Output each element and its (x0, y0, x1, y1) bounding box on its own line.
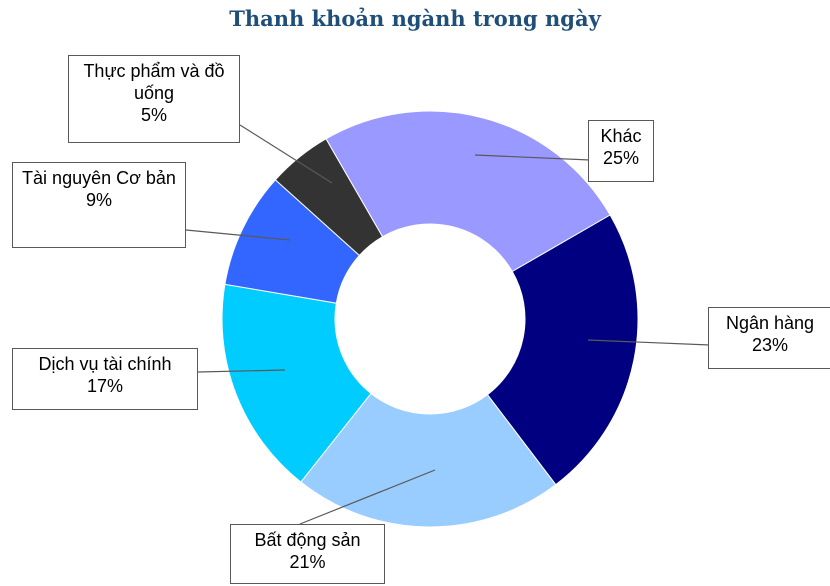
data-label: Thực phẩm và đồ uống 5% (68, 55, 240, 143)
donut-slice (221, 283, 372, 483)
category-label: Bất động sản (254, 530, 361, 550)
data-label: Bất động sản 21% (230, 524, 385, 584)
donut-slice (325, 110, 611, 273)
value-label: 21% (289, 552, 326, 572)
value-label: 5% (140, 105, 167, 125)
leader-line (185, 229, 291, 241)
data-label: Ngân hàng 23% (708, 307, 830, 369)
data-label: Dịch vụ tài chính 17% (12, 348, 198, 410)
leader-line (587, 339, 711, 346)
leader-line (474, 154, 591, 161)
donut-slice (486, 214, 639, 486)
data-label: Tài nguyên Cơ bản 9% (12, 162, 186, 248)
value-label: 17% (86, 376, 124, 396)
category-label: Tài nguyên Cơ bản (22, 168, 176, 188)
donut-slice (300, 392, 557, 528)
category-label: Ngân hàng (725, 313, 815, 333)
value-label: 9% (85, 190, 112, 210)
donut-slice (274, 138, 384, 257)
value-label: 25% (602, 148, 640, 168)
leader-line (299, 469, 436, 525)
category-label: Thực phẩm và đồ uống (83, 61, 225, 103)
data-label: Khác 25% (588, 120, 654, 182)
chart-title: Thanh khoản ngành trong ngày (229, 6, 601, 31)
category-label: Khác (600, 126, 642, 146)
leader-line (239, 124, 333, 184)
value-label: 23% (751, 335, 789, 355)
category-label: Dịch vụ tài chính (38, 354, 172, 374)
leader-line (197, 369, 286, 373)
